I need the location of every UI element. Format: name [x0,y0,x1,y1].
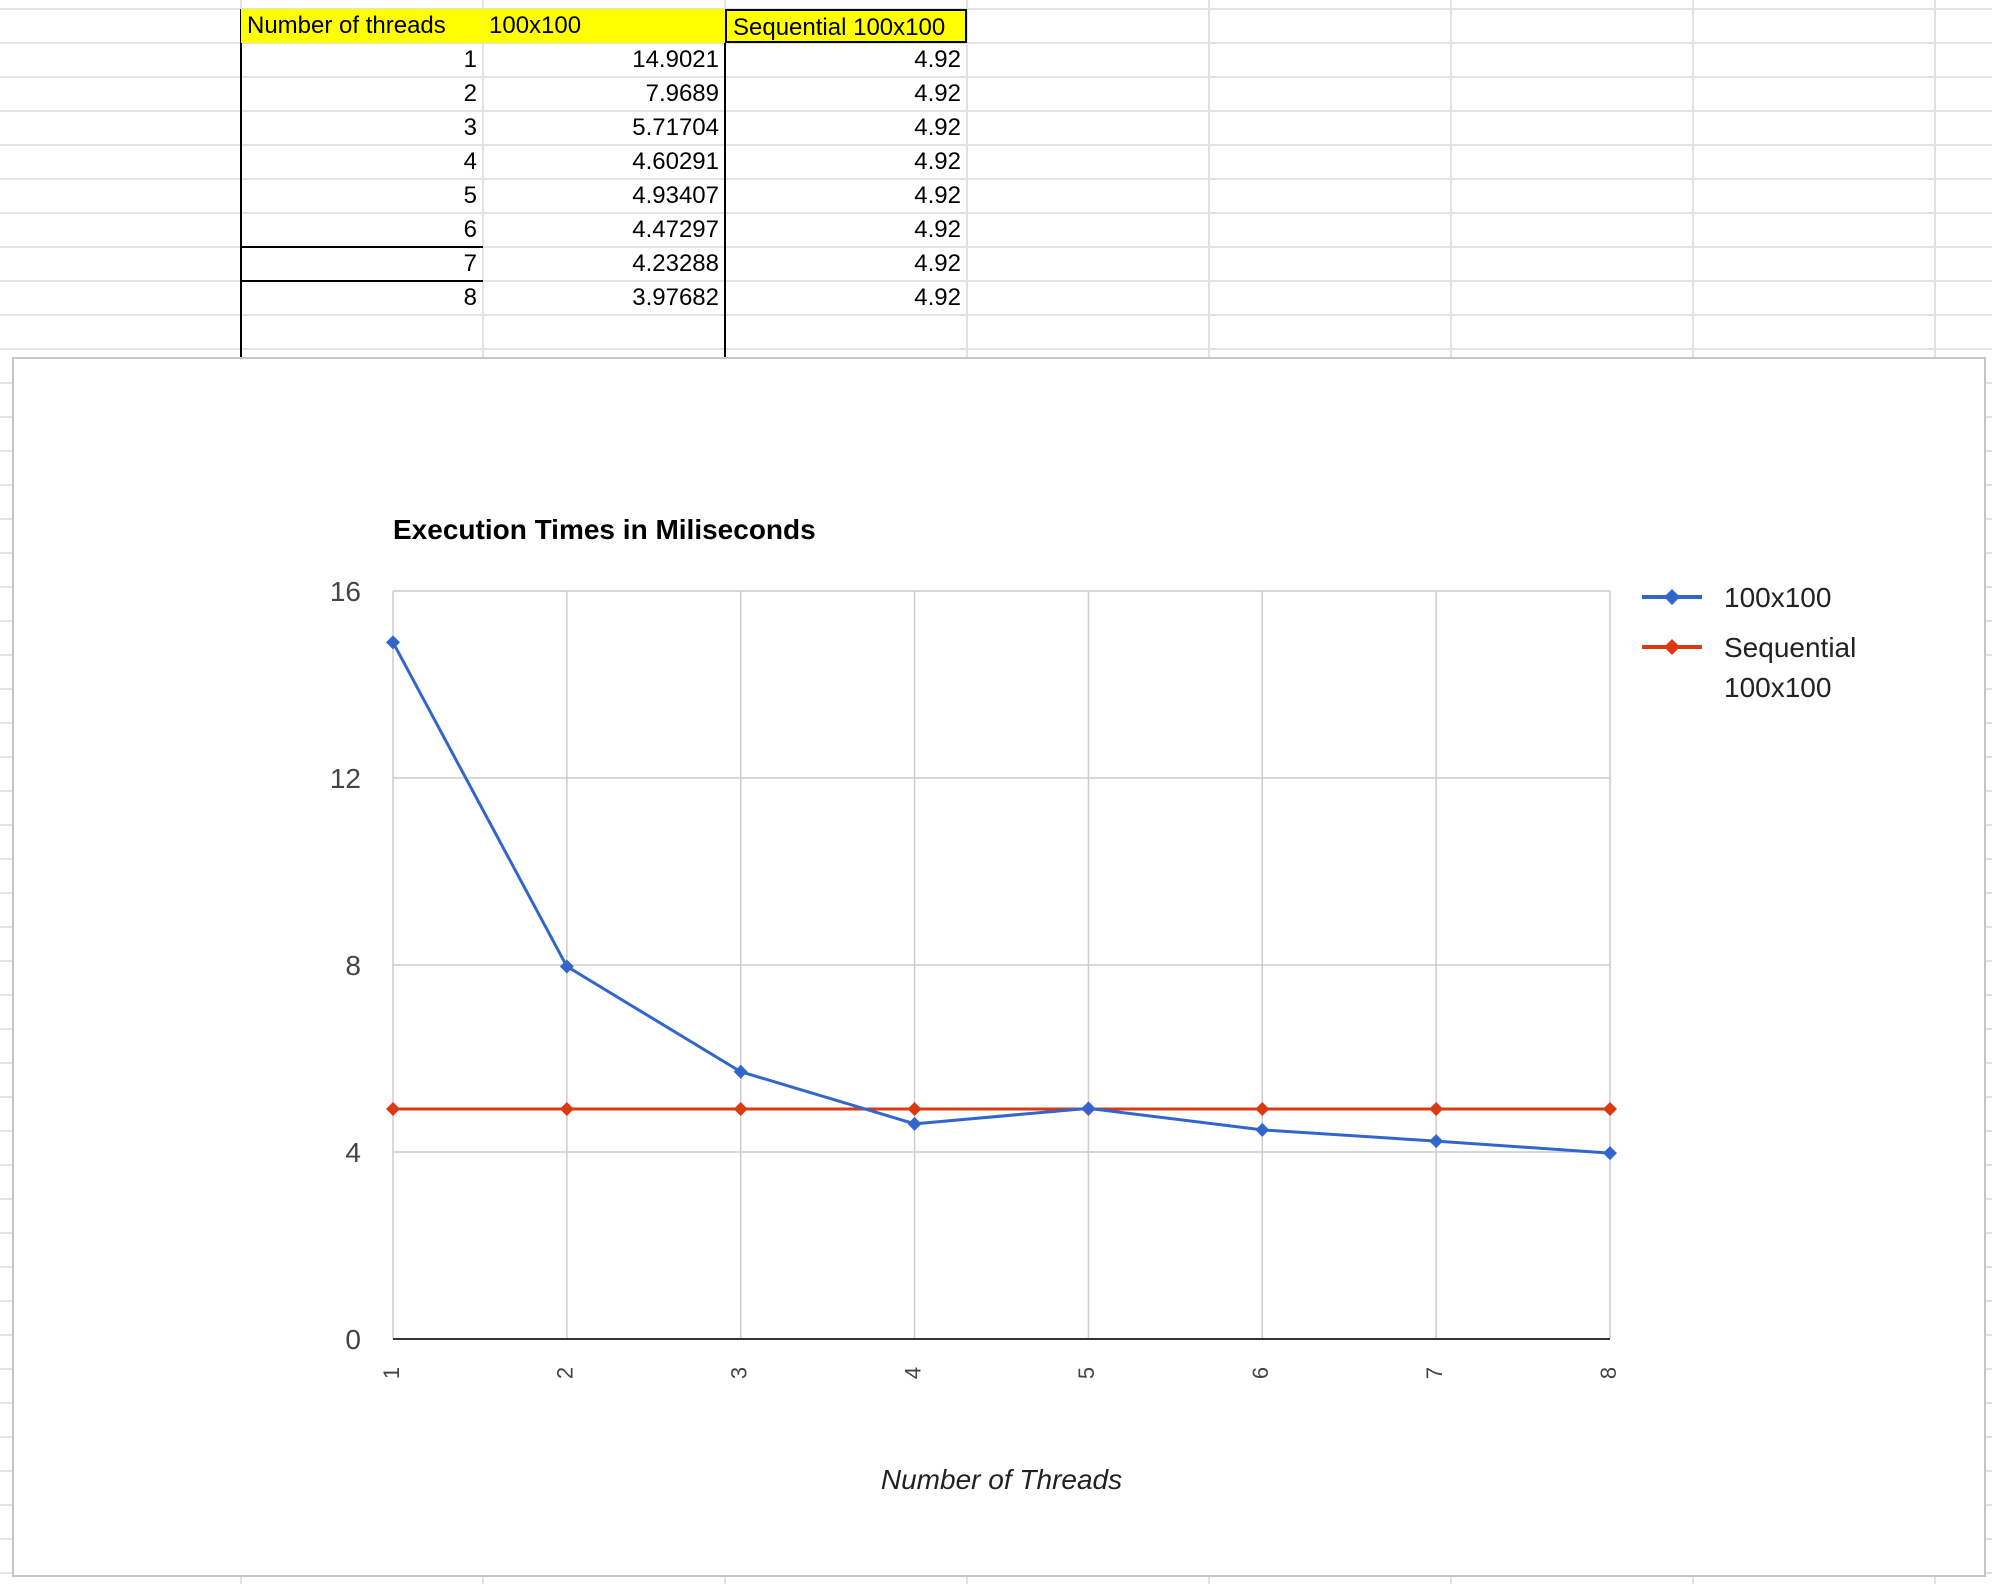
series-0-point [1603,1146,1617,1161]
y-tick-label: 12 [330,763,361,794]
x-tick-label: 6 [1248,1367,1273,1379]
y-tick-label: 4 [345,1137,361,1168]
table-cell[interactable]: 4.92 [914,216,961,243]
y-tick-label: 0 [345,1324,361,1355]
table-cell[interactable]: 4.92 [914,250,961,277]
series-0-point [559,959,574,974]
series-1-point [559,1101,574,1116]
x-axis-label: Number of Threads [881,1464,1122,1495]
x-tick-label: 1 [379,1367,404,1379]
series-1-point [1429,1101,1444,1116]
legend-swatch-marker [1664,639,1680,655]
series-1-point [907,1101,922,1116]
table-cell[interactable]: 8 [463,284,477,311]
series-1-point [733,1101,748,1116]
y-tick-label: 8 [345,950,361,981]
series-0-point [1255,1122,1270,1137]
series-0-point [1429,1134,1444,1149]
table-cell[interactable]: 4.92 [914,148,961,175]
embedded-chart[interactable]: Execution Times in Miliseconds 0 4 8 12 16 1 2 3… [12,357,1986,1577]
x-tick-label: 7 [1422,1367,1447,1379]
x-tick-label: 3 [727,1367,752,1379]
table-cell[interactable]: 4.92 [914,114,961,141]
table-cell[interactable]: 4.93407 [632,182,719,209]
legend-swatch-marker [1664,589,1680,605]
table-cell[interactable]: 3 [463,114,477,141]
table-cell[interactable]: 7 [463,250,477,277]
series-1-point [1255,1101,1270,1116]
x-tick-label: 2 [553,1367,578,1379]
table-cell[interactable]: 4.92 [914,80,961,107]
header-cell-100x100[interactable]: 100x100 [483,9,725,43]
y-tick-label: 16 [330,576,361,607]
table-cell[interactable]: 4 [463,148,477,175]
table-cell[interactable]: 5 [463,182,477,209]
table-cell[interactable]: 4.92 [914,284,961,311]
table-cell[interactable]: 4.60291 [632,148,719,175]
header-cell-threads[interactable]: Number of threads [241,9,483,43]
x-tick-label: 8 [1596,1367,1621,1379]
legend-label: 100x100 [1724,672,1831,703]
x-tick-label: 4 [900,1367,925,1379]
table-cell[interactable]: 3.97682 [632,284,719,311]
table-cell[interactable]: 4.92 [914,182,961,209]
legend-label: Sequential [1724,632,1856,663]
table-cell[interactable]: 4.47297 [632,216,719,243]
series-0-point [733,1064,748,1079]
table-cell[interactable]: 7.9689 [645,80,719,107]
series-1-point [1603,1101,1617,1116]
series-line-0 [391,641,1611,1155]
x-tick-label: 5 [1074,1367,1099,1379]
table-cell[interactable]: 4.23288 [632,250,719,277]
header-cell-sequential[interactable]: Sequential 100x100 [725,9,967,43]
table-cell[interactable]: 5.71704 [632,114,719,141]
table-cell[interactable]: 1 [463,46,477,73]
legend-label: 100x100 [1724,582,1831,613]
table-cell[interactable]: 2 [463,80,477,107]
series-0-point [1081,1101,1096,1116]
series-0-point [907,1116,922,1131]
series-0-point [386,635,400,650]
table-cell[interactable]: 4.92 [914,46,961,73]
table-cell[interactable]: 6 [463,216,477,243]
chart-title: Execution Times in Miliseconds [393,514,816,545]
table-cell[interactable]: 14.9021 [632,46,719,73]
series-1-point [386,1101,400,1116]
